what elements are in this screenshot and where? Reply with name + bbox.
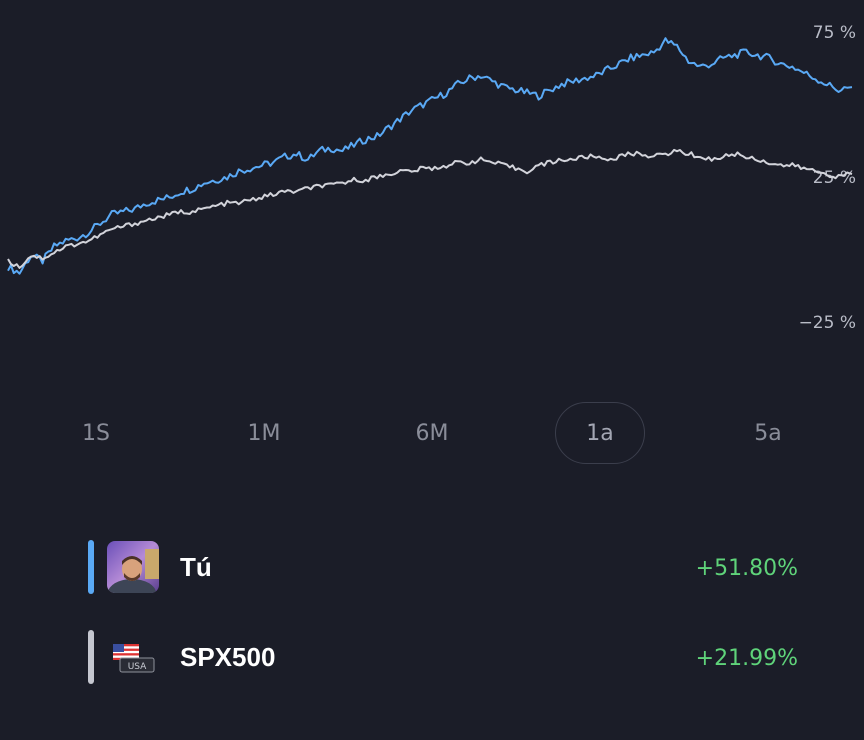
flag-label: USA bbox=[128, 662, 147, 672]
range-button-1m[interactable]: 1M bbox=[247, 420, 281, 446]
time-range-selector: 1S 1M 6M 1a 5a bbox=[0, 402, 864, 466]
performance-chart[interactable]: 75 % 25 % −25 % bbox=[0, 0, 864, 360]
legend-change-user: +51.80% bbox=[695, 556, 798, 581]
legend-name-spx500: SPX500 bbox=[180, 642, 276, 672]
range-button-1s[interactable]: 1S bbox=[82, 420, 110, 446]
series-line-spx500 bbox=[7, 148, 853, 269]
y-axis-tick-label: −25 % bbox=[799, 313, 856, 333]
legend-color-bar bbox=[88, 630, 94, 684]
legend-item-user[interactable]: Tú +51.80% bbox=[0, 540, 864, 596]
user-avatar-icon bbox=[107, 541, 159, 593]
range-button-5a[interactable]: 5a bbox=[754, 420, 782, 446]
legend-change-spx500: +21.99% bbox=[695, 646, 798, 671]
range-button-6m[interactable]: 6M bbox=[415, 420, 449, 446]
chart-svg: 75 %25 %−25 % bbox=[7, 23, 856, 333]
legend-name-user: Tú bbox=[180, 552, 212, 582]
usa-flag-icon: USA bbox=[112, 642, 156, 674]
y-axis-tick-label: 75 % bbox=[813, 23, 856, 43]
range-button-1a[interactable]: 1a bbox=[555, 402, 645, 464]
series-line-user bbox=[7, 37, 853, 275]
legend-item-spx500[interactable]: USA SPX500 +21.99% bbox=[0, 630, 864, 686]
legend-color-bar bbox=[88, 540, 94, 594]
